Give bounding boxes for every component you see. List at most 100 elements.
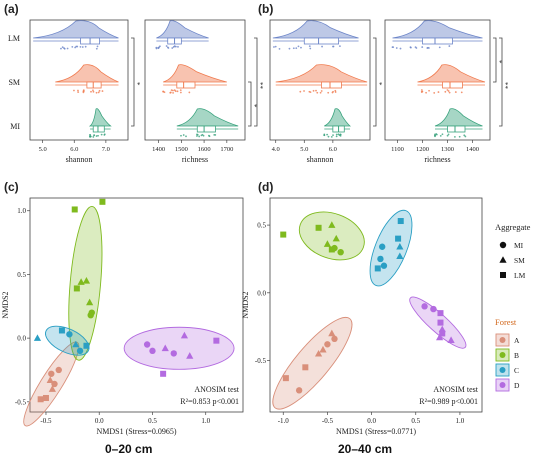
raw-point <box>335 135 338 138</box>
x-axis-label: richness <box>182 155 208 164</box>
raw-point <box>162 90 165 93</box>
y-tick-label: -0.5 <box>15 398 27 406</box>
raw-point <box>326 133 329 136</box>
x-tick-label: 7.0 <box>102 146 110 153</box>
sample-point <box>83 342 90 349</box>
raw-point <box>444 90 447 93</box>
density-mi <box>176 108 239 127</box>
anosim-label: ANOSIM test <box>194 385 239 394</box>
raw-point <box>464 135 467 138</box>
category-label-mi: MI <box>10 122 20 131</box>
sample-point <box>76 347 84 355</box>
raw-point <box>399 47 402 50</box>
legend-shape-lm <box>500 272 506 278</box>
legend-title-forest: Forest <box>495 317 517 327</box>
legend-label-b: B <box>514 351 519 360</box>
plot-frame <box>29 197 244 413</box>
sample-point <box>380 262 388 269</box>
raw-point <box>441 133 444 136</box>
raw-point <box>330 135 333 138</box>
sample-point <box>396 252 404 260</box>
raw-point <box>208 134 210 137</box>
raw-point <box>339 134 342 137</box>
x-tick-label: 5.0 <box>300 146 308 153</box>
raw-point <box>327 135 330 138</box>
x-tick-label: 1100 <box>391 146 404 153</box>
raw-point <box>172 46 175 48</box>
panel-label-d: (d) <box>258 180 274 194</box>
raw-point <box>95 91 98 94</box>
y-tick-label: 0.0 <box>17 335 26 343</box>
raw-point <box>421 46 424 48</box>
x-tick-label: 1500 <box>175 146 188 153</box>
x-tick-label: 1.0 <box>201 417 210 425</box>
raw-point <box>448 91 451 94</box>
sample-point <box>377 255 384 263</box>
box-sm <box>321 81 342 89</box>
sample-point <box>328 329 336 337</box>
sample-point <box>86 298 94 306</box>
box-mi <box>196 125 216 133</box>
confidence-ellipse-b <box>298 211 365 261</box>
sample-point <box>160 370 167 377</box>
x-tick-label: 0.5 <box>411 417 420 425</box>
x-tick-label: 1400 <box>152 146 165 153</box>
raw-point <box>201 133 204 136</box>
raw-point <box>312 89 315 92</box>
sample-point <box>430 305 437 313</box>
raw-point <box>92 89 94 92</box>
raw-point <box>437 91 440 93</box>
raw-point <box>198 135 201 138</box>
sample-point <box>328 246 335 253</box>
legend-label-a: A <box>514 336 520 345</box>
raw-point <box>433 92 436 94</box>
raw-point <box>196 133 198 136</box>
sample-point <box>99 198 106 205</box>
box-sm <box>176 81 196 89</box>
raw-point <box>420 89 423 91</box>
sample-point <box>82 276 91 284</box>
raw-point <box>100 133 103 136</box>
significance-bracket <box>499 37 503 127</box>
raw-point <box>103 133 106 136</box>
sample-point <box>72 340 80 348</box>
raw-point <box>97 91 100 94</box>
x-tick-label: 4.0 <box>272 146 280 153</box>
raw-point <box>185 135 187 138</box>
significance-bracket <box>254 37 258 127</box>
sample-point <box>437 319 444 326</box>
raw-point <box>273 46 275 48</box>
raw-point <box>278 47 281 50</box>
raw-point <box>169 91 172 94</box>
sample-point <box>437 310 444 317</box>
x-tick-label: 1300 <box>441 146 454 153</box>
sample-point <box>295 387 303 394</box>
box-lm <box>303 37 339 45</box>
panel-label-c: (c) <box>4 180 19 194</box>
x-tick-label: 6.0 <box>329 146 337 153</box>
sample-point <box>170 350 177 357</box>
raw-point <box>82 90 85 93</box>
raw-point <box>316 91 319 94</box>
raw-point <box>321 45 323 48</box>
raw-point <box>435 133 438 136</box>
anosim-stat: R²=0.853 p<0.001 <box>180 397 239 406</box>
density-mi <box>324 108 352 127</box>
raw-point <box>327 91 330 94</box>
box-sm <box>442 81 463 89</box>
raw-point <box>448 45 451 47</box>
raw-point <box>415 47 418 49</box>
raw-point <box>453 135 456 138</box>
anosim-label: ANOSIM test <box>433 385 478 394</box>
sample-point <box>48 385 56 392</box>
raw-point <box>157 47 160 50</box>
x-tick-label: 0.0 <box>95 417 104 425</box>
sample-point <box>436 333 444 341</box>
raw-point <box>447 90 450 92</box>
raw-point <box>90 90 92 93</box>
significance-bracket <box>493 37 497 83</box>
y-tick-label: -0.5 <box>255 357 267 365</box>
sample-point <box>282 375 289 382</box>
raw-point <box>77 89 79 92</box>
raw-point <box>337 133 340 136</box>
